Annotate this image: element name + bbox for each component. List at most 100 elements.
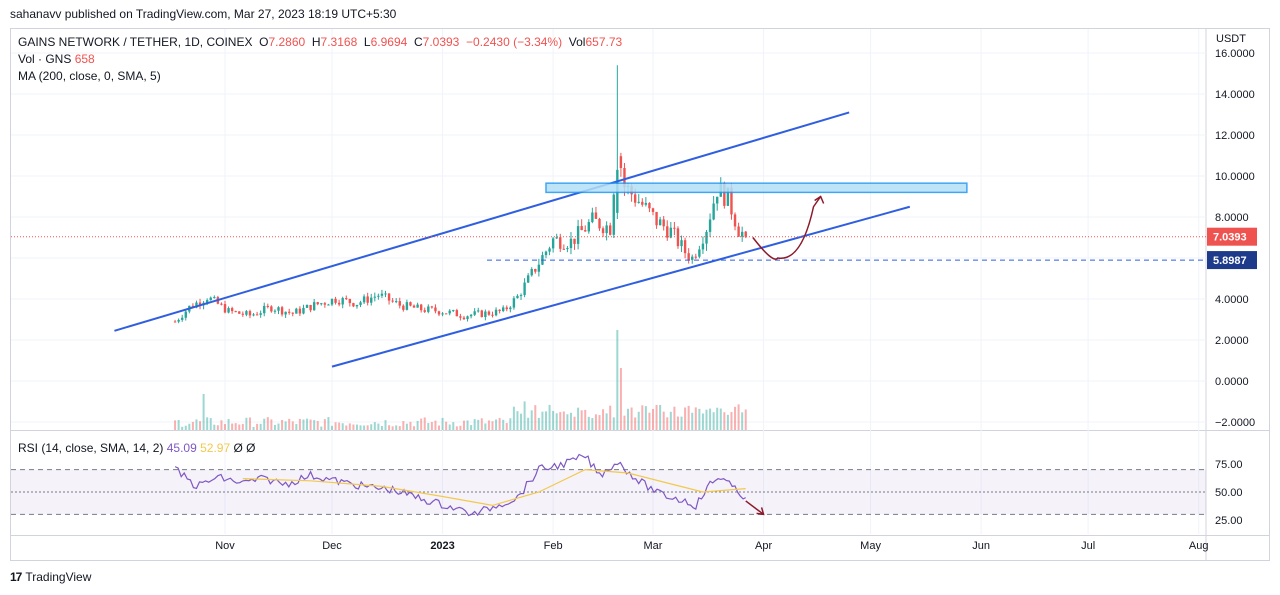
candle-body[interactable] xyxy=(252,314,255,316)
candle-body[interactable] xyxy=(619,156,623,169)
candle-body[interactable] xyxy=(352,303,355,307)
candle-body[interactable] xyxy=(323,303,327,305)
candle-body[interactable] xyxy=(730,187,733,215)
candle-body[interactable] xyxy=(666,226,669,238)
candle-body[interactable] xyxy=(523,282,526,296)
candle-body[interactable] xyxy=(255,314,259,316)
candle-body[interactable] xyxy=(409,302,412,306)
candle-body[interactable] xyxy=(484,311,487,318)
candle-body[interactable] xyxy=(723,183,726,206)
candle-body[interactable] xyxy=(434,307,437,312)
rsi-ma-line[interactable] xyxy=(242,468,746,507)
candle-body[interactable] xyxy=(662,219,665,227)
candle-body[interactable] xyxy=(402,305,405,310)
candle-body[interactable] xyxy=(309,304,312,311)
candle-body[interactable] xyxy=(452,310,455,312)
candle-body[interactable] xyxy=(380,293,384,296)
candle-body[interactable] xyxy=(726,187,730,206)
candle-body[interactable] xyxy=(548,248,551,252)
candle-body[interactable] xyxy=(312,302,316,311)
candle-body[interactable] xyxy=(330,298,334,305)
candle-body[interactable] xyxy=(362,296,366,303)
candle-body[interactable] xyxy=(427,306,430,312)
candle-body[interactable] xyxy=(633,194,637,203)
candle-body[interactable] xyxy=(462,317,466,320)
candle-body[interactable] xyxy=(505,307,508,310)
candle-body[interactable] xyxy=(366,296,369,303)
candle-body[interactable] xyxy=(555,237,558,239)
candle-body[interactable] xyxy=(280,307,284,315)
candle-body[interactable] xyxy=(423,310,426,312)
candle-body[interactable] xyxy=(316,302,319,305)
candle-body[interactable] xyxy=(651,208,655,212)
candle-body[interactable] xyxy=(494,309,498,316)
candle-body[interactable] xyxy=(491,314,494,316)
candle-body[interactable] xyxy=(295,308,298,314)
candle-body[interactable] xyxy=(459,316,462,318)
candle-body[interactable] xyxy=(391,300,394,302)
candle-body[interactable] xyxy=(177,319,180,322)
candle-body[interactable] xyxy=(569,238,573,249)
candle-body[interactable] xyxy=(273,310,277,312)
candle-body[interactable] xyxy=(740,231,744,237)
candle-body[interactable] xyxy=(341,298,344,305)
candle-body[interactable] xyxy=(473,311,476,315)
candle-body[interactable] xyxy=(248,311,252,316)
candle-body[interactable] xyxy=(573,238,576,244)
candle-body[interactable] xyxy=(587,222,590,232)
channel-lower-line[interactable] xyxy=(331,205,911,368)
candle-body[interactable] xyxy=(359,302,362,305)
candle-body[interactable] xyxy=(487,311,491,315)
candle-body[interactable] xyxy=(576,226,580,244)
candle-body[interactable] xyxy=(694,256,697,258)
candle-body[interactable] xyxy=(184,311,187,318)
candle-body[interactable] xyxy=(673,227,676,229)
candle-body[interactable] xyxy=(334,298,337,303)
candle-body[interactable] xyxy=(220,303,223,305)
candle-body[interactable] xyxy=(377,295,380,297)
candle-body[interactable] xyxy=(444,313,448,315)
volume-legend[interactable]: Vol · GNS 658 xyxy=(18,52,95,66)
candle-body[interactable] xyxy=(302,307,305,314)
candle-body[interactable] xyxy=(405,302,409,310)
candle-body[interactable] xyxy=(345,298,348,300)
candle-body[interactable] xyxy=(355,304,359,307)
candle-body[interactable] xyxy=(594,212,598,219)
candle-body[interactable] xyxy=(644,203,648,205)
candle-body[interactable] xyxy=(530,269,533,276)
candle-body[interactable] xyxy=(641,201,644,205)
candle-body[interactable] xyxy=(227,308,230,313)
candle-body[interactable] xyxy=(623,168,626,188)
projection-path[interactable] xyxy=(752,196,822,260)
rsi-projection-line[interactable] xyxy=(745,500,765,515)
candle-body[interactable] xyxy=(209,297,212,301)
candle-body[interactable] xyxy=(559,237,562,249)
candle-body[interactable] xyxy=(320,303,323,305)
candle-body[interactable] xyxy=(288,311,291,313)
candle-body[interactable] xyxy=(498,309,501,311)
candle-body[interactable] xyxy=(173,321,177,323)
candle-body[interactable] xyxy=(544,251,548,256)
candle-body[interactable] xyxy=(676,228,680,247)
candle-body[interactable] xyxy=(455,310,459,317)
candle-body[interactable] xyxy=(195,302,198,308)
candle-body[interactable] xyxy=(469,314,473,317)
candle-body[interactable] xyxy=(270,306,273,312)
candle-body[interactable] xyxy=(348,298,352,304)
candle-body[interactable] xyxy=(691,256,694,260)
candle-body[interactable] xyxy=(562,248,566,250)
candle-body[interactable] xyxy=(598,218,601,229)
candle-body[interactable] xyxy=(516,295,519,299)
rsi-legend[interactable]: RSI (14, close, SMA, 14, 2) 45.09 52.97 … xyxy=(18,441,256,455)
candle-body[interactable] xyxy=(441,313,444,315)
candle-body[interactable] xyxy=(181,317,184,320)
candle-body[interactable] xyxy=(305,304,309,308)
symbol-title[interactable]: GAINS NETWORK / TETHER, 1D, COINEX xyxy=(18,35,253,49)
candle-body[interactable] xyxy=(519,295,523,297)
candle-body[interactable] xyxy=(263,305,266,314)
candle-body[interactable] xyxy=(716,196,719,204)
candle-body[interactable] xyxy=(205,300,209,303)
candle-body[interactable] xyxy=(437,311,441,315)
candle-body[interactable] xyxy=(384,293,387,295)
